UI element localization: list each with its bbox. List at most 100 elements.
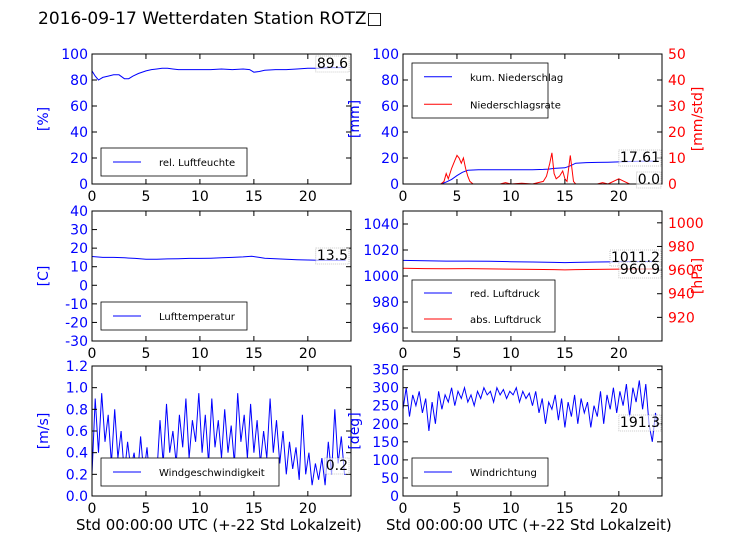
y-tick-label: 60 xyxy=(70,99,88,115)
x-tick-label: 10 xyxy=(502,501,520,517)
y-right-tick-label: 960 xyxy=(668,263,695,279)
y-tick-label: 1.0 xyxy=(66,381,88,397)
annotation-box xyxy=(636,171,662,189)
y-axis-label: [m/s] xyxy=(36,413,52,450)
x-tick-label: 0 xyxy=(88,189,97,205)
y-axis-label-right: [hPa] xyxy=(690,258,706,294)
annotation-box xyxy=(324,457,350,475)
legend-label: Lufttemperatur xyxy=(159,312,236,323)
y-tick-label: 1.2 xyxy=(66,359,88,375)
y-right-tick-label: 980 xyxy=(668,239,695,255)
y-tick-label: 20 xyxy=(381,151,399,167)
x-tick-label: 15 xyxy=(556,346,574,362)
x-tick-label: 0 xyxy=(88,346,97,362)
x-tick-label: 10 xyxy=(191,189,209,205)
x-tick-label: 0 xyxy=(399,189,408,205)
series-line-wind_direction-0 xyxy=(403,380,659,442)
annotation-box xyxy=(315,55,350,73)
x-tick-label: 10 xyxy=(191,501,209,517)
series-line-wind_speed-0 xyxy=(92,393,347,486)
y-axis-label-right: [mm/std] xyxy=(690,87,706,152)
value-annotation: 191.3 xyxy=(620,415,660,431)
y-tick-label: 0.8 xyxy=(66,402,88,418)
y-tick-label: 0.2 xyxy=(66,467,88,483)
y-tick-label: 60 xyxy=(381,99,399,115)
x-tick-label: 20 xyxy=(299,501,317,517)
y-right-tick-label: 0 xyxy=(668,177,677,193)
panel-wind_direction: 0 5 10 15 20050100150200250300350[deg]Windri… xyxy=(347,363,663,517)
y-tick-label: 40 xyxy=(381,125,399,141)
value-annotation: 13.5 xyxy=(317,248,348,264)
x-tick-label: 20 xyxy=(610,189,628,205)
panel-temperature: 0 5 10 15 20 -30 -20 -10 0 10 20 30 40 [C] Lufttempera… xyxy=(36,204,352,362)
y-tick-label: 300 xyxy=(372,381,399,397)
value-annotation: 0.0 xyxy=(638,172,660,188)
y-tick-label: 0 xyxy=(390,489,399,505)
y-tick-label: 1020 xyxy=(363,243,399,259)
y-right-tick-label: 10 xyxy=(668,151,686,167)
y-tick-label: 1040 xyxy=(363,217,399,233)
series-line-humidity-0 xyxy=(92,67,346,81)
x-tick-label: 20 xyxy=(610,346,628,362)
x-tick-label: 15 xyxy=(245,501,263,517)
legend-label: red. Luftdruck xyxy=(470,289,540,300)
y-tick-label: 100 xyxy=(61,47,88,63)
panel-pressure: 0 5 10 15 20 960 980 1000 1020 1040 920 940 960 980 10… xyxy=(363,210,706,362)
x-tick-label: 5 xyxy=(141,189,150,205)
x-tick-label: 5 xyxy=(452,501,461,517)
y-tick-label: 200 xyxy=(372,417,399,433)
y-tick-label: -30 xyxy=(65,334,88,350)
y-right-tick-label: 30 xyxy=(668,99,686,115)
y-tick-label: 30 xyxy=(70,223,88,239)
x-tick-label: 15 xyxy=(245,189,263,205)
plot-frame xyxy=(402,365,663,497)
y-tick-label: 980 xyxy=(372,295,399,311)
panel-humidity: 0 5 10 15 20 0 20 40 60 80 100 [%] rel. Luftfeuchte 8… xyxy=(36,47,352,205)
x-tick-label: 20 xyxy=(610,501,628,517)
panel-wind_speed: 0 5 10 15 20 0.0 0.2 0.4 0.6 0.8 1.0 1.2 [m/s] Windge… xyxy=(36,359,352,517)
x-tick-label: 20 xyxy=(299,189,317,205)
y-tick-label: 1000 xyxy=(363,269,399,285)
x-tick-label: 20 xyxy=(299,346,317,362)
y-tick-label: 0 xyxy=(79,177,88,193)
y-tick-label: 0 xyxy=(79,278,88,294)
y-tick-label: 100 xyxy=(372,453,399,469)
series-line-pressure-1 xyxy=(403,267,657,271)
y-right-tick-label: 1000 xyxy=(668,216,704,232)
x-tick-label: 10 xyxy=(502,189,520,205)
y-tick-label: 250 xyxy=(372,399,399,415)
legend-label: Windgeschwindigkeit xyxy=(159,468,265,479)
y-tick-label: -20 xyxy=(65,315,88,331)
annotation-box xyxy=(618,261,662,279)
y-tick-label: 100 xyxy=(372,47,399,63)
y-tick-label: 350 xyxy=(372,363,399,379)
x-tick-label: 5 xyxy=(452,189,461,205)
y-tick-label: -10 xyxy=(65,297,88,313)
plot-frame xyxy=(91,210,352,342)
y-tick-label: 0 xyxy=(390,177,399,193)
y-tick-label: 80 xyxy=(381,73,399,89)
x-tick-label: 15 xyxy=(556,189,574,205)
y-right-tick-label: 20 xyxy=(668,125,686,141)
y-right-tick-label: 40 xyxy=(668,73,686,89)
y-tick-label: 960 xyxy=(372,321,399,337)
plot-frame xyxy=(402,53,663,185)
x-tick-label: 10 xyxy=(191,346,209,362)
value-annotation: 0.2 xyxy=(326,458,348,474)
y-right-tick-label: 50 xyxy=(668,47,686,63)
y-right-tick-label: 920 xyxy=(668,310,695,326)
x-tick-label: 0 xyxy=(399,501,408,517)
series-line-temperature-0 xyxy=(92,255,346,261)
y-tick-label: 20 xyxy=(70,241,88,257)
legend-label: Niederschlagsrate xyxy=(470,100,561,111)
value-annotation: 17.61 xyxy=(620,150,660,166)
x-axis-label-left: Std 00:00:00 UTC (+-22 Std Lokalzeit) xyxy=(76,516,362,534)
plot-frame xyxy=(91,53,352,185)
series-line-precipitation-0 xyxy=(403,160,657,184)
y-tick-label: 150 xyxy=(372,435,399,451)
y-tick-label: 0.6 xyxy=(66,424,88,440)
y-tick-label: 0.0 xyxy=(66,489,88,505)
y-axis-label: [C] xyxy=(36,266,52,287)
x-tick-label: 15 xyxy=(245,346,263,362)
